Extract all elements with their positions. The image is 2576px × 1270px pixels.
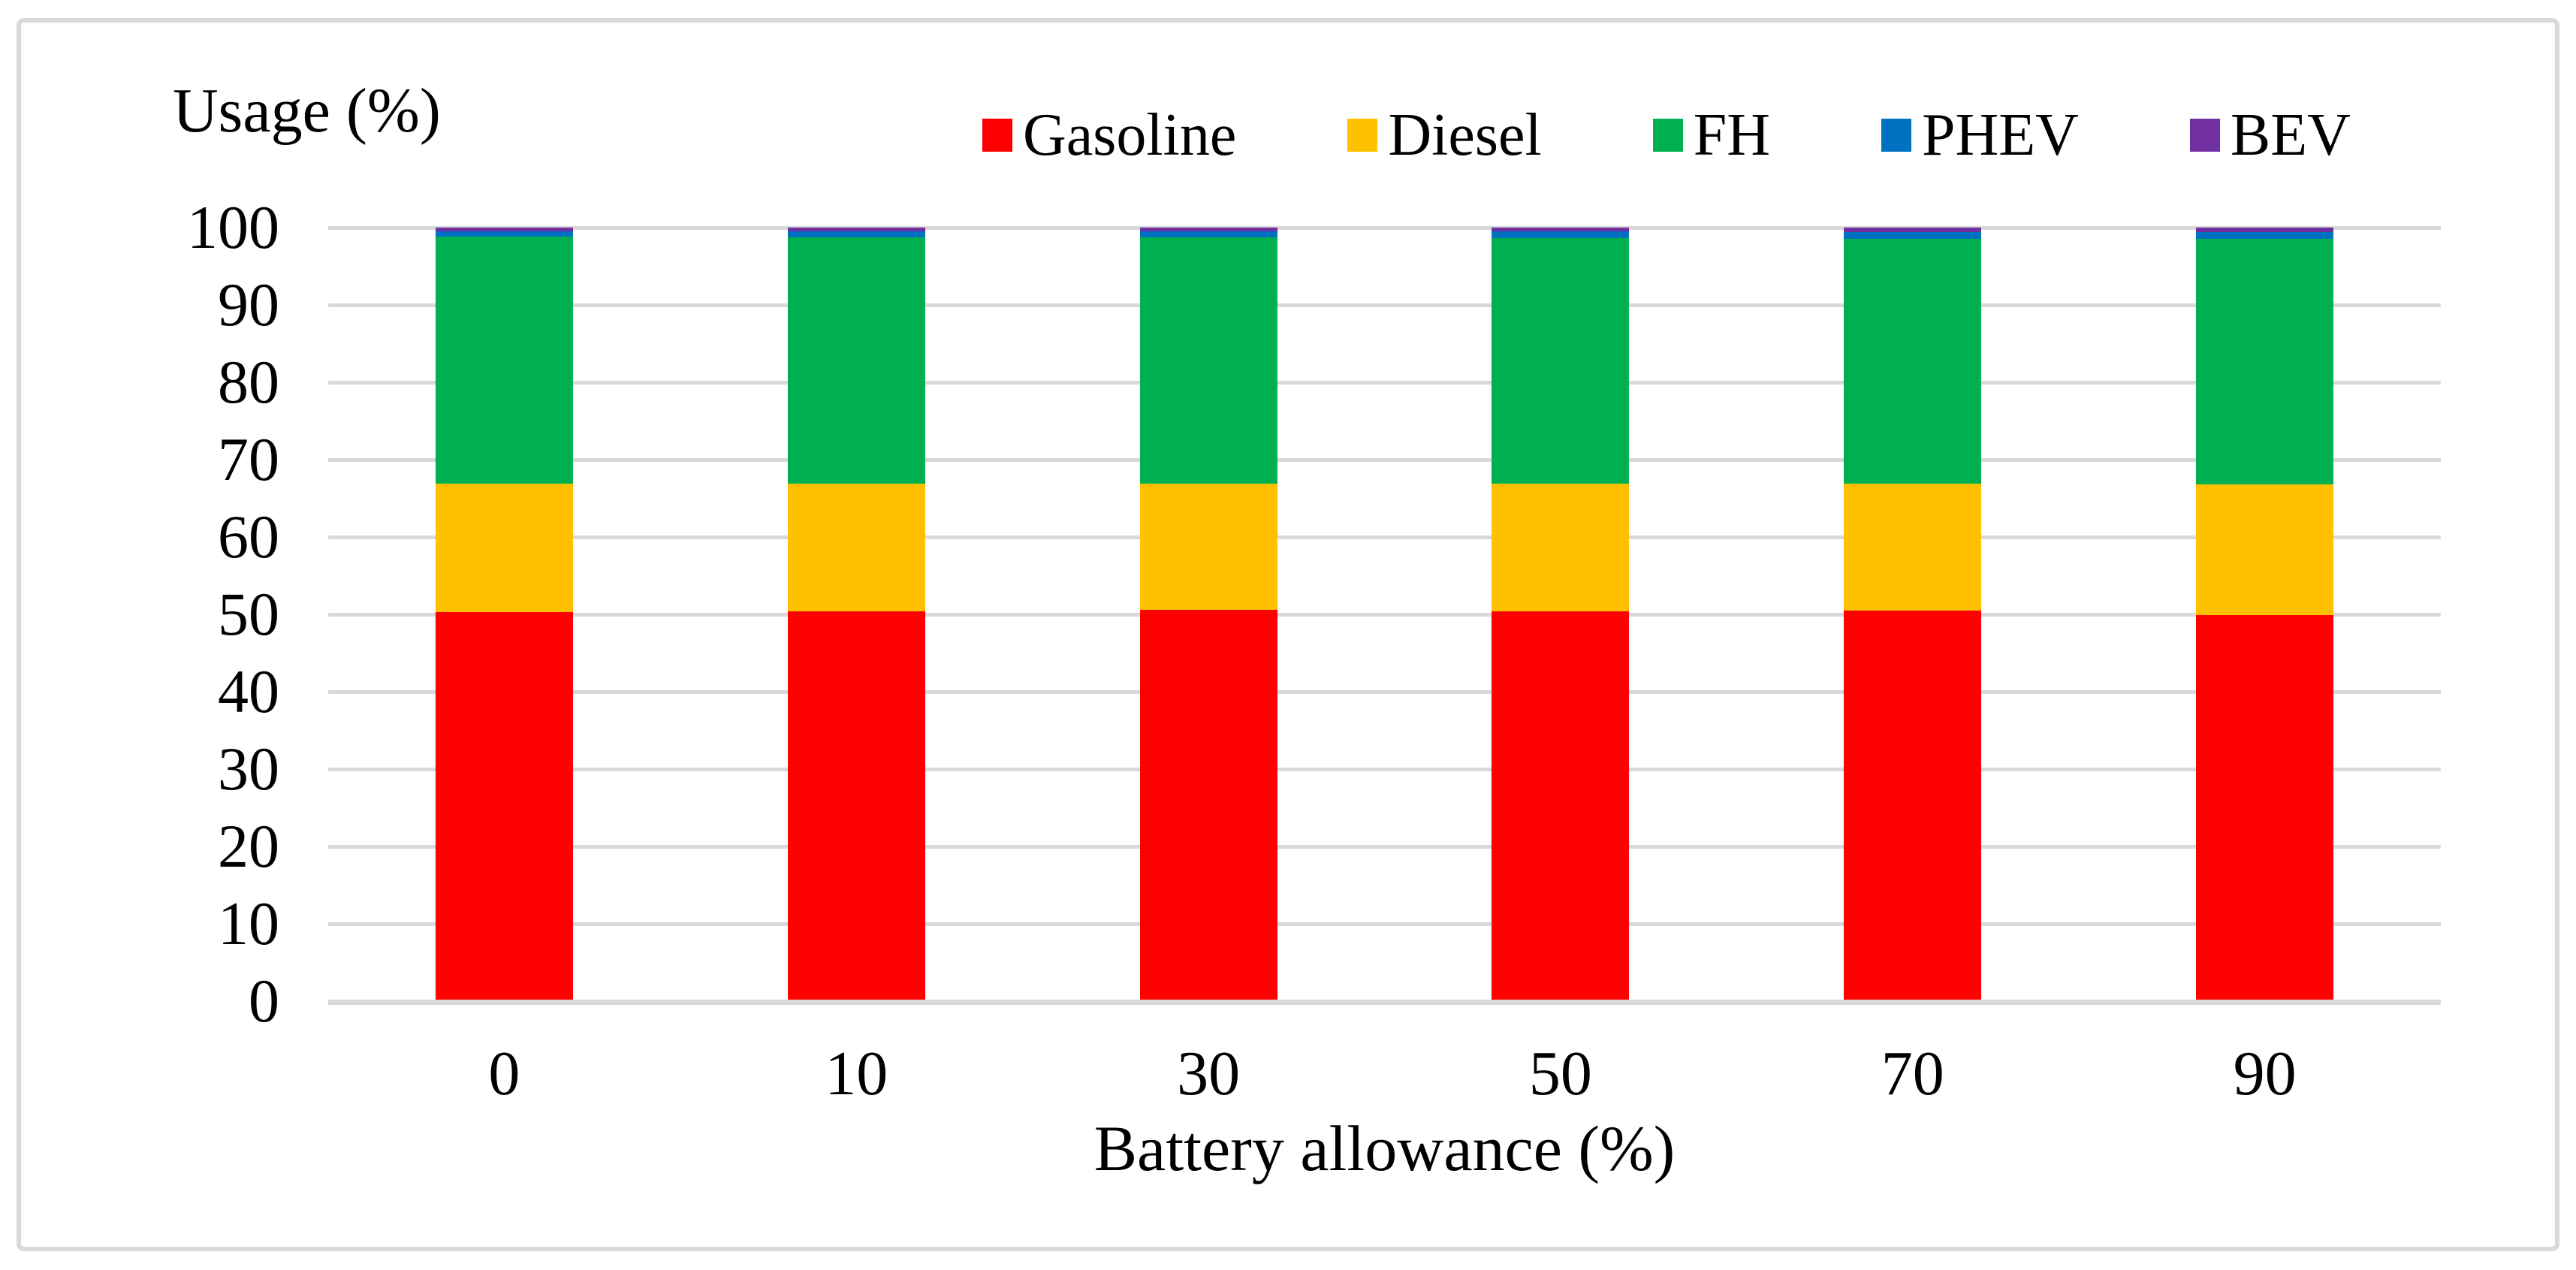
bar-segment-phev-30 xyxy=(1139,231,1277,238)
gridline-20 xyxy=(328,845,2441,849)
bar-slot-70 xyxy=(1736,228,2089,1001)
bar-segment-diesel-50 xyxy=(1492,483,1630,611)
bar-segment-gasoline-10 xyxy=(787,611,925,1001)
stacked-bar-30 xyxy=(1139,228,1277,1001)
y-axis-title: Usage (%) xyxy=(173,76,441,146)
bar-segment-diesel-90 xyxy=(2196,484,2334,616)
legend-swatch-phev xyxy=(1881,119,1912,152)
legend: Gasoline Diesel FH PHEV BEV xyxy=(982,105,2351,165)
stacked-bar-0 xyxy=(435,228,573,1001)
legend-label-phev: PHEV xyxy=(1922,102,2079,168)
bar-segment-phev-50 xyxy=(1492,231,1630,239)
legend-item-diesel: Diesel xyxy=(1347,102,1542,168)
bar-slot-50 xyxy=(1384,228,1736,1001)
bar-segment-gasoline-30 xyxy=(1139,609,1277,1001)
y-axis-tick-label-50: 50 xyxy=(218,580,279,648)
bar-segment-phev-10 xyxy=(787,231,925,238)
bar-segment-phev-90 xyxy=(2196,232,2334,240)
y-axis-tick-label-0: 0 xyxy=(249,967,279,1035)
stacked-bar-50 xyxy=(1492,228,1630,1001)
x-axis-tick-label-50: 50 xyxy=(1528,1039,1592,1109)
gridline-70 xyxy=(328,458,2441,462)
x-axis-tick-label-90: 90 xyxy=(2233,1039,2297,1109)
bar-segment-bev-10 xyxy=(787,228,925,232)
bar-segment-diesel-70 xyxy=(1844,483,1982,611)
bar-segment-bev-90 xyxy=(2196,228,2334,233)
bar-segment-bev-30 xyxy=(1139,228,1277,232)
bar-slot-10 xyxy=(680,228,1033,1001)
bar-segment-fh-10 xyxy=(787,237,925,484)
bar-slot-90 xyxy=(2089,228,2441,1001)
bar-segment-gasoline-0 xyxy=(435,611,573,1001)
bars-layer xyxy=(328,228,2441,1001)
legend-item-gasoline: Gasoline xyxy=(982,105,1236,165)
x-axis-line xyxy=(328,1000,2441,1005)
y-axis-tick-label-80: 80 xyxy=(218,348,279,416)
legend-label-bev: BEV xyxy=(2230,102,2351,168)
gridline-80 xyxy=(328,381,2441,385)
gridline-10 xyxy=(328,922,2441,926)
gridline-30 xyxy=(328,768,2441,771)
legend-label-diesel: Diesel xyxy=(1388,102,1542,168)
y-axis-tick-label-10: 10 xyxy=(218,889,279,958)
bar-segment-bev-70 xyxy=(1844,228,1982,233)
x-axis-tick-label-0: 0 xyxy=(488,1039,520,1109)
bar-segment-gasoline-90 xyxy=(2196,615,2334,1001)
gridline-100 xyxy=(328,226,2441,230)
gridline-50 xyxy=(328,613,2441,617)
bar-segment-diesel-0 xyxy=(435,483,573,612)
legend-swatch-bev xyxy=(2189,119,2220,152)
x-axis-tick-label-30: 30 xyxy=(1177,1039,1241,1109)
bar-segment-gasoline-70 xyxy=(1844,610,1982,1001)
bar-segment-phev-70 xyxy=(1844,232,1982,240)
bar-segment-fh-50 xyxy=(1492,238,1630,484)
legend-item-phev: PHEV xyxy=(1881,105,2079,165)
bar-slot-30 xyxy=(1033,228,1385,1001)
legend-swatch-diesel xyxy=(1347,119,1378,152)
bar-slot-0 xyxy=(328,228,680,1001)
plot-area xyxy=(328,226,2441,1005)
bar-segment-diesel-10 xyxy=(787,483,925,611)
bar-segment-phev-0 xyxy=(435,231,573,237)
bar-segment-diesel-30 xyxy=(1139,483,1277,610)
gridline-40 xyxy=(328,690,2441,694)
bar-segment-bev-50 xyxy=(1492,228,1630,232)
legend-item-bev: BEV xyxy=(2189,102,2351,168)
y-axis-tick-label-40: 40 xyxy=(218,657,279,725)
bar-segment-fh-70 xyxy=(1844,239,1982,484)
legend-swatch-fh xyxy=(1652,119,1683,152)
x-axis-tick-label-70: 70 xyxy=(1881,1039,1944,1109)
legend-label-fh: FH xyxy=(1693,102,1771,168)
bar-segment-fh-30 xyxy=(1139,237,1277,484)
gridline-90 xyxy=(328,303,2441,307)
y-axis-tick-label-100: 100 xyxy=(187,193,279,261)
bar-segment-bev-0 xyxy=(435,228,573,232)
legend-label-gasoline: Gasoline xyxy=(1023,102,1237,168)
y-axis-tick-label-70: 70 xyxy=(218,425,279,493)
legend-item-fh: FH xyxy=(1652,102,1771,168)
legend-swatch-gasoline xyxy=(982,119,1012,152)
bar-segment-gasoline-50 xyxy=(1492,611,1630,1001)
x-axis-title: Battery allowance (%) xyxy=(1093,1112,1676,1184)
x-axis-tick-label-10: 10 xyxy=(825,1039,888,1109)
chart-outer-frame xyxy=(17,18,2559,1251)
y-axis-tick-label-20: 20 xyxy=(218,812,279,880)
stacked-bar-10 xyxy=(787,228,925,1001)
y-axis-tick-label-90: 90 xyxy=(218,270,279,339)
stacked-bar-70 xyxy=(1844,228,1982,1001)
stacked-bar-90 xyxy=(2196,228,2334,1001)
y-axis-tick-label-30: 30 xyxy=(218,735,279,803)
bar-segment-fh-90 xyxy=(2196,239,2334,484)
bar-segment-fh-0 xyxy=(435,237,573,484)
y-axis-tick-label-60: 60 xyxy=(218,502,279,571)
gridline-60 xyxy=(328,535,2441,539)
